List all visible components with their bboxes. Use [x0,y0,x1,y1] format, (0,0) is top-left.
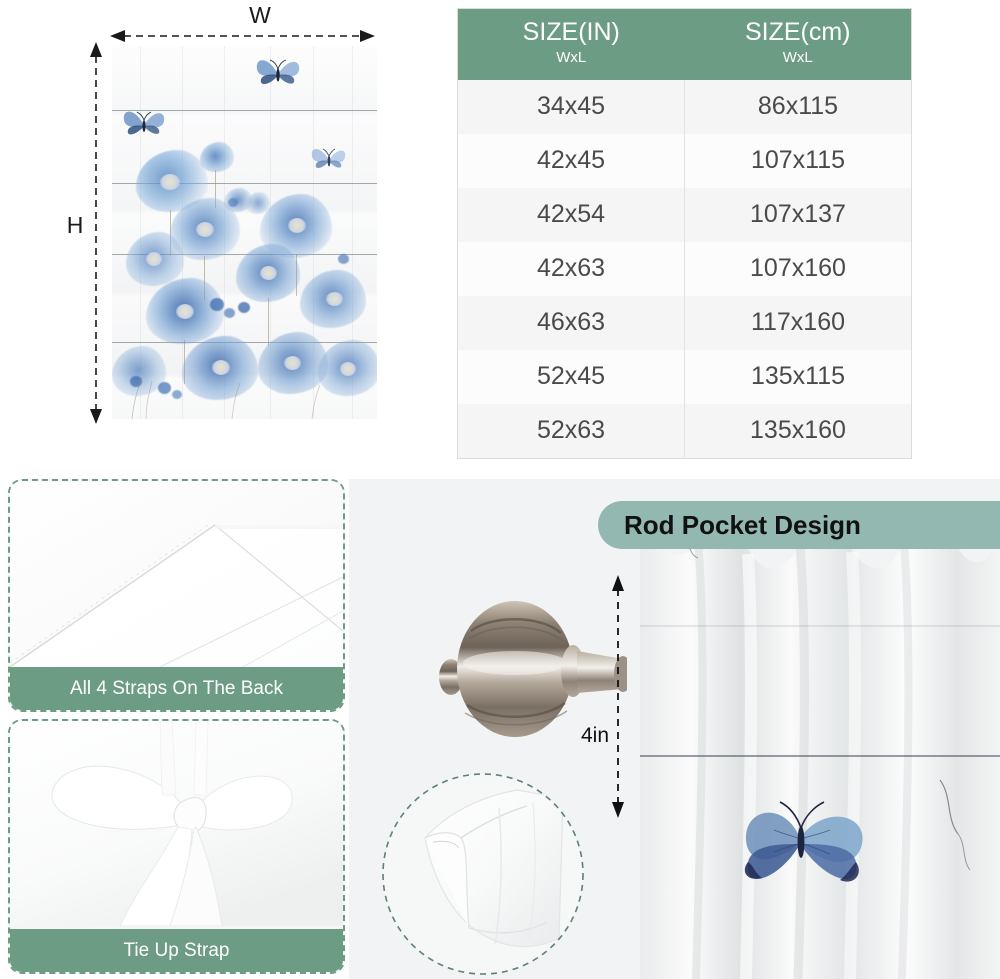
column-title-cm: SIZE(cm) [744,18,851,46]
straps-photo [10,481,343,667]
curtain-product-image [112,46,377,419]
column-header-cm: SIZE(cm) WxL [684,8,912,81]
cell-inches: 34x45 [457,80,685,135]
butterfly-icon [123,111,165,135]
rod-pocket-panel: Rod Pocket Design [349,479,1000,979]
cell-inches: 42x63 [457,242,685,297]
cell-cm: 86x115 [684,80,912,135]
table-row: 42x54 107x137 [457,188,912,243]
cell-inches: 52x63 [457,404,685,459]
cell-cm: 107x115 [684,134,912,189]
table-row: 42x45 107x115 [457,134,912,189]
cell-cm: 107x137 [684,188,912,243]
table-row: 42x63 107x160 [457,242,912,297]
cell-cm: 135x160 [684,404,912,459]
measurement-label: 4in [581,724,610,747]
width-arrow-icon [110,30,375,42]
size-chart-table: SIZE(IN) WxL SIZE(cm) WxL 34x45 86x115 42… [457,8,912,460]
measurement-arrow-icon [612,575,624,818]
column-header-inches: SIZE(IN) WxL [457,8,685,81]
table-row: 52x45 135x115 [457,350,912,405]
straps-caption: All 4 Straps On The Back [10,667,343,710]
table-row: 46x63 117x160 [457,296,912,351]
column-subtitle-cm: WxL [782,48,813,66]
cell-inches: 42x45 [457,134,685,189]
feature-card-straps: All 4 Straps On The Back [8,479,345,712]
tie-up-photo [10,721,343,926]
table-body: 34x45 86x115 42x45 107x115 42x54 107x137 42… [457,80,912,459]
width-label: W [249,2,271,28]
cell-cm: 117x160 [684,296,912,351]
cell-cm: 135x115 [684,350,912,405]
grass-decor [131,376,321,419]
table-row: 34x45 86x115 [457,80,912,135]
rod-pocket-inset [382,773,584,975]
cell-cm: 107x160 [684,242,912,297]
cell-inches: 46x63 [457,296,685,351]
curtain-dimension-preview: W H [50,0,430,466]
rod-finial-icon [439,601,627,737]
rod-pocket-curtain-image [640,518,1000,979]
tie-up-caption: Tie Up Strap [10,929,343,972]
column-subtitle-inches: WxL [556,48,587,66]
butterfly-icon [256,59,300,85]
butterfly-icon [311,148,346,168]
table-row: 52x63 135x160 [457,404,912,459]
cell-inches: 52x45 [457,350,685,405]
features-section: All 4 Straps On The Back [0,470,1000,979]
feature-card-tie-up: Tie Up Strap [8,719,345,974]
size-chart-section: W H [0,0,1000,466]
rod-pocket-banner: Rod Pocket Design [598,501,1000,549]
cell-inches: 42x54 [457,188,685,243]
table-header: SIZE(IN) WxL SIZE(cm) WxL [457,8,912,81]
column-title-inches: SIZE(IN) [522,18,620,46]
height-label: H [66,212,84,238]
height-arrow-icon [90,42,102,424]
table-header-row: SIZE(IN) WxL SIZE(cm) WxL [457,8,912,81]
